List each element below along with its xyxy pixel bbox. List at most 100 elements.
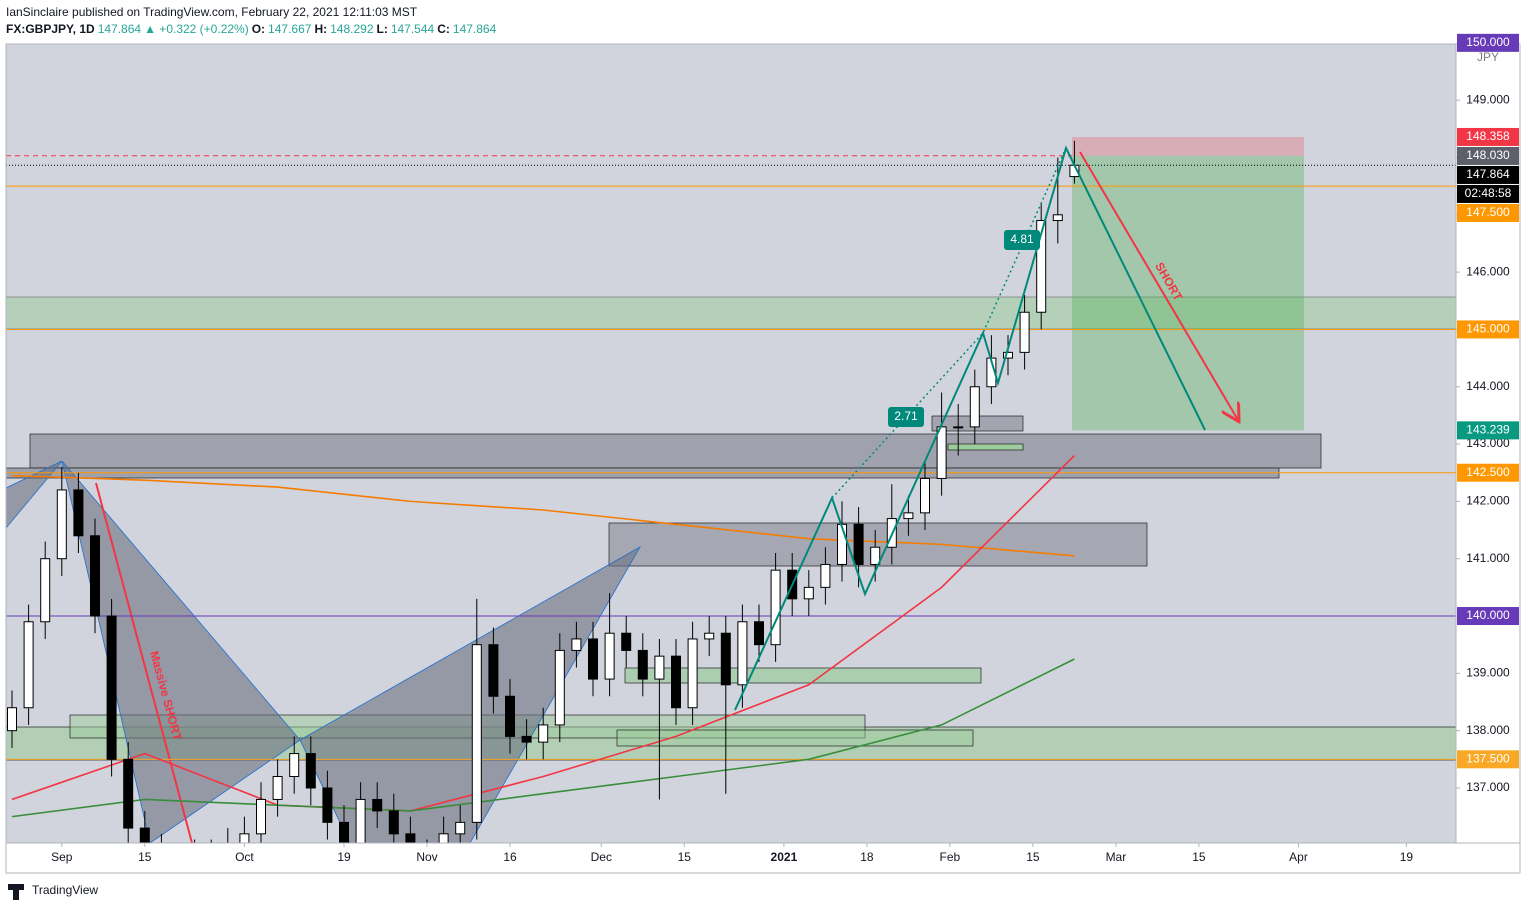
price-label-bg	[1457, 127, 1519, 146]
candle-body	[870, 546, 881, 565]
x-tick-label: 15	[138, 850, 152, 864]
header-item: L:	[376, 22, 388, 36]
candle-body	[903, 512, 914, 520]
candle-body	[322, 787, 333, 823]
price-label-bg	[1457, 203, 1519, 222]
candle-body	[272, 776, 283, 800]
candle-body	[969, 386, 980, 428]
candle-body	[720, 632, 731, 686]
candle-body	[754, 621, 764, 646]
price-label: 148.358	[1466, 129, 1510, 143]
candle-body	[106, 615, 117, 760]
header-item: C:	[437, 22, 450, 36]
candle-body	[123, 758, 134, 829]
zone	[29, 433, 1322, 469]
stop-zone	[1072, 136, 1304, 156]
candle-body	[256, 798, 266, 835]
candle-body	[654, 655, 665, 680]
candle-body	[190, 857, 199, 880]
zone	[624, 667, 982, 684]
candle-body	[90, 535, 100, 617]
x-tick-label: Feb	[940, 850, 961, 864]
drawings	[6, 136, 1456, 843]
y-tick-label: 149.000	[1466, 92, 1510, 106]
candle-body	[223, 845, 232, 862]
candle-body	[405, 833, 416, 843]
candle-body	[1036, 220, 1047, 313]
pattern	[299, 545, 642, 843]
candle-body	[355, 798, 366, 843]
candle-body	[837, 523, 847, 565]
candle-body	[23, 621, 34, 709]
header-item: 147.544	[390, 22, 435, 36]
x-tick-label: 19	[337, 850, 351, 864]
zone	[616, 729, 974, 747]
candle-body	[455, 821, 466, 835]
logo	[8, 884, 24, 900]
moving-average	[11, 658, 1075, 818]
candle-body	[40, 558, 51, 623]
annotation: 4.81	[1010, 232, 1034, 246]
header-item: ▲ +0.322 (+0.22%)	[144, 22, 249, 36]
price-label: 145.000	[1466, 322, 1510, 336]
x-tick-label: Oct	[235, 850, 254, 864]
candle-body	[737, 621, 748, 686]
candle-body	[588, 638, 598, 680]
candle-body	[471, 644, 482, 823]
countdown: 02:48:58	[1465, 186, 1512, 200]
candle-body	[488, 644, 499, 697]
annotation: 2.71	[894, 409, 918, 423]
candle-body	[671, 655, 681, 709]
symbol-line: FX:GBPJPY, 1D 147.864 ▲ +0.322 (+0.22%) O: 1…	[6, 21, 499, 38]
axis-unit: JPY	[1477, 50, 1499, 64]
x-tick-label: 19	[1400, 850, 1414, 864]
candle-body	[920, 477, 930, 514]
candle-body	[1003, 351, 1013, 359]
x-tick-label: Mar	[1106, 850, 1127, 864]
zone	[6, 296, 1456, 330]
x-tick-label: 15	[678, 850, 692, 864]
candle-body	[521, 735, 532, 743]
moving-average	[11, 454, 1075, 812]
candle-body	[289, 753, 300, 778]
candle-body	[1052, 214, 1063, 222]
y-tick-label: 138.000	[1466, 723, 1510, 737]
candle-body	[157, 851, 166, 868]
y-tick-label: 137.000	[1466, 780, 1510, 794]
price-label: 147.864	[1466, 167, 1510, 181]
price-label: 143.239	[1466, 423, 1510, 437]
header-item: FX:GBPJPY, 1D	[6, 22, 95, 36]
arrow-line	[95, 482, 193, 843]
candle-body	[174, 868, 183, 879]
header-item: 147.667	[268, 22, 312, 36]
candle-body	[505, 695, 515, 737]
price-label-bg	[1457, 421, 1519, 440]
x-tick-label: Sep	[51, 850, 73, 864]
candle-body	[538, 724, 549, 743]
candle-body	[820, 563, 831, 588]
brand: TradingView	[32, 883, 98, 897]
x-tick-label: 2021	[771, 850, 798, 864]
pattern	[61, 460, 301, 843]
candle-body	[687, 638, 698, 709]
candle-body	[239, 833, 250, 843]
candle-body	[571, 638, 582, 651]
countdown-bg	[1457, 184, 1519, 203]
header-item: 147.864	[97, 22, 142, 36]
price-label-bg	[1457, 750, 1519, 769]
price-label-bg	[1457, 146, 1519, 165]
candle-body	[803, 586, 814, 600]
candle-body	[438, 833, 449, 843]
candle-body	[953, 426, 964, 429]
candle-body	[554, 649, 565, 726]
candle-body	[770, 569, 781, 646]
short-arrow	[1079, 151, 1238, 420]
candles	[7, 140, 1080, 880]
zone	[947, 443, 1024, 451]
x-tick-label: Nov	[416, 850, 437, 864]
price-label-bg	[1457, 607, 1519, 626]
price-label: 148.030	[1466, 148, 1510, 162]
header: IanSinclaire published on TradingView.co…	[6, 4, 499, 38]
